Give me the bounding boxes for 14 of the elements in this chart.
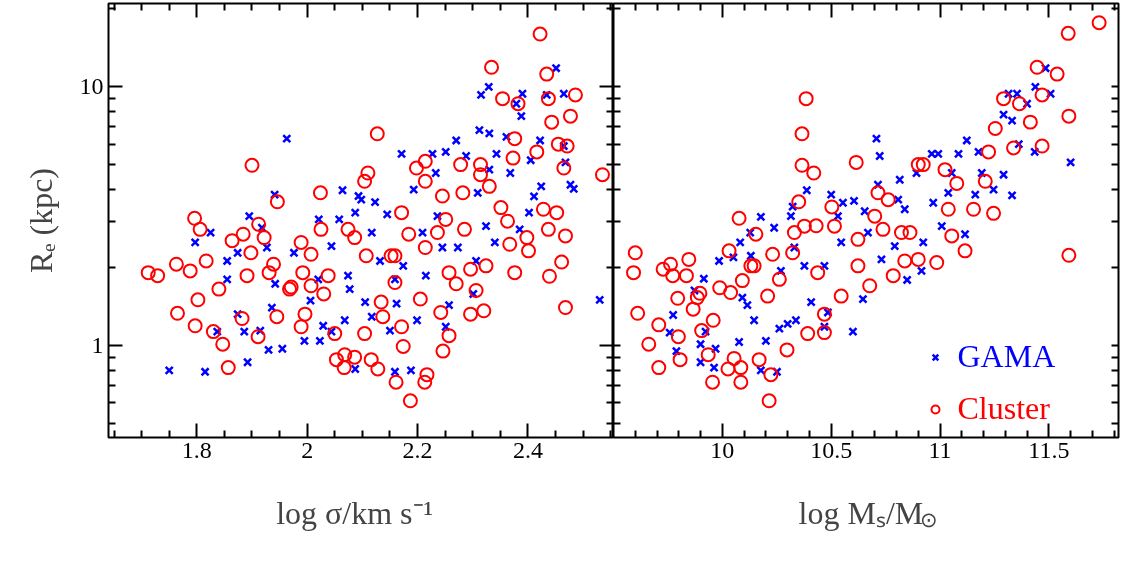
x-tick-label: 11	[928, 436, 952, 463]
x-axis-title: log Mₛ/M⊙	[798, 494, 938, 532]
x-tick-label: 10	[710, 436, 735, 463]
x-tick-label: 11.5	[1028, 436, 1070, 463]
y-tick-label: 1	[91, 331, 104, 358]
x-axis-title: log σ/km s⁻¹	[276, 494, 434, 531]
x-tick-label: 10.5	[810, 436, 853, 463]
legend-label: Cluster	[957, 390, 1050, 427]
x-tick-label: 2.2	[402, 436, 433, 463]
x-tick-label: 1.8	[181, 436, 212, 463]
x-tick-label: 2	[301, 436, 314, 463]
x-tick-label: 2.4	[512, 436, 543, 463]
y-axis-title: Rₑ (kpc)	[22, 167, 59, 274]
legend-label: GAMA	[957, 338, 1056, 375]
